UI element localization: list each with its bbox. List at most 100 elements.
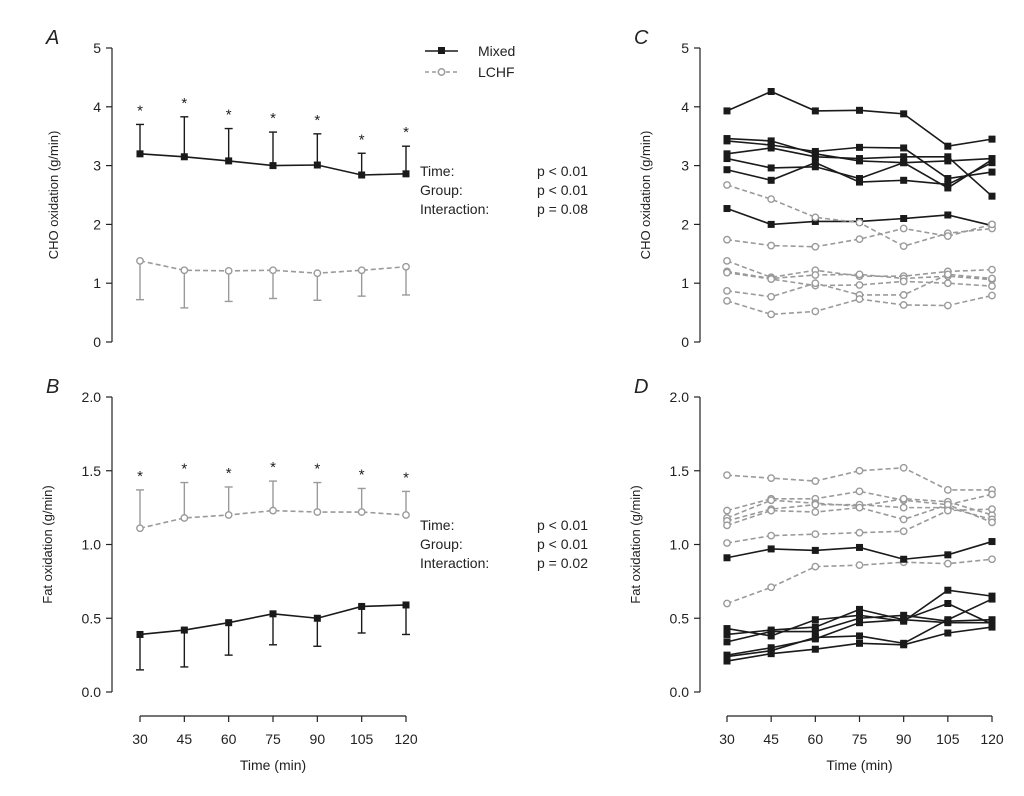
data-point-mixed — [767, 88, 775, 96]
data-point-mixed — [811, 633, 819, 641]
y-tick-label: 4 — [93, 99, 101, 115]
data-point-lchf — [943, 301, 952, 310]
data-point-lchf — [767, 506, 776, 515]
data-point-lchf — [855, 235, 864, 244]
data-point-lchf — [899, 494, 908, 503]
data-point-mixed — [856, 175, 863, 183]
data-point-mixed — [856, 619, 863, 627]
data-point-mixed — [900, 215, 908, 223]
stat-label: Group: — [420, 182, 463, 198]
data-point-mixed — [988, 619, 996, 627]
y-tick-label: 4 — [681, 99, 689, 115]
y-tick-label: 3 — [93, 158, 101, 174]
data-point-lchf — [899, 463, 908, 472]
data-point-lchf — [855, 503, 864, 512]
legend-lchf-marker — [437, 68, 446, 76]
data-point-lchf — [767, 292, 776, 301]
y-tick-label: 1.5 — [82, 463, 102, 479]
y-tick-label: 0.5 — [82, 610, 102, 626]
data-point-mixed — [900, 641, 908, 649]
data-point-mixed — [856, 106, 863, 114]
panel-letter-b: B — [46, 376, 59, 398]
data-point-mixed — [180, 153, 188, 161]
data-point-lchf — [402, 262, 410, 271]
data-point-lchf — [988, 265, 996, 274]
data-point-lchf — [899, 503, 908, 512]
x-tick-label: 105 — [350, 731, 374, 747]
data-point-lchf — [402, 511, 410, 519]
data-point-lchf — [723, 268, 731, 277]
y-tick-label: 3 — [681, 158, 689, 174]
data-point-mixed — [767, 632, 775, 640]
y-tick-label: 0.0 — [82, 684, 102, 700]
data-point-lchf — [811, 213, 820, 222]
data-point-lchf — [767, 474, 776, 483]
data-point-mixed — [944, 175, 952, 183]
data-point-lchf — [767, 531, 776, 540]
data-point-mixed — [944, 616, 952, 624]
data-point-mixed — [856, 178, 863, 186]
series-lchf — [723, 555, 996, 608]
y-tick-label: 0 — [93, 334, 101, 350]
significance-marker: * — [181, 95, 187, 112]
data-point-mixed — [944, 586, 952, 594]
series-lchf — [136, 256, 410, 309]
data-point-lchf — [943, 506, 952, 515]
data-point-mixed — [402, 170, 410, 178]
y-tick-label: 0 — [681, 334, 689, 350]
y-tick-label: 0.0 — [670, 684, 690, 700]
data-point-mixed — [900, 611, 908, 619]
data-point-lchf — [855, 270, 864, 279]
y-tick-label: 1.5 — [670, 463, 690, 479]
data-point-lchf — [723, 235, 731, 244]
y-axis-label: Fat oxidation (g/min) — [40, 485, 55, 604]
data-point-lchf — [899, 224, 908, 233]
data-point-mixed — [900, 110, 908, 118]
data-point-lchf — [767, 275, 776, 283]
significance-marker: * — [270, 110, 276, 127]
data-point-mixed — [358, 602, 366, 610]
stat-value: p < 0.01 — [537, 163, 588, 179]
data-point-lchf — [767, 195, 776, 204]
x-tick-label: 45 — [763, 731, 779, 747]
data-point-mixed — [856, 143, 863, 151]
x-tick-label: 30 — [719, 731, 735, 747]
data-point-lchf — [136, 524, 144, 533]
data-point-mixed — [723, 630, 731, 638]
legend-mixed-marker — [438, 47, 445, 54]
data-point-lchf — [723, 471, 731, 480]
data-point-lchf — [180, 514, 189, 522]
x-axis-label: Time (min) — [240, 757, 306, 773]
data-point-mixed — [856, 543, 863, 551]
data-point-mixed — [856, 614, 863, 622]
data-point-mixed — [723, 638, 731, 646]
data-point-lchf — [224, 266, 233, 275]
data-point-mixed — [900, 144, 908, 152]
data-point-mixed — [767, 176, 775, 184]
stat-value: p < 0.01 — [537, 517, 588, 533]
data-point-lchf — [811, 307, 820, 316]
significance-marker: * — [270, 459, 276, 476]
data-point-mixed — [723, 166, 731, 174]
y-tick-label: 1 — [93, 275, 101, 291]
y-tick-label: 1.0 — [670, 537, 690, 553]
data-point-mixed — [767, 220, 775, 228]
data-point-mixed — [402, 601, 410, 609]
panel-b-fat-group-means: B 0.0 0.5 1.0 1.5 2.0 Fat oxidation (g/min) 30 4… — [40, 376, 588, 773]
stat-label: Interaction: — [420, 555, 489, 571]
data-point-lchf — [988, 282, 996, 291]
significance-marker: * — [359, 466, 365, 483]
data-point-mixed — [944, 180, 952, 188]
data-point-mixed — [767, 144, 775, 152]
data-point-lchf — [811, 279, 820, 288]
y-tick-label: 2 — [93, 216, 101, 232]
data-point-lchf — [180, 266, 189, 275]
x-tick-label: 60 — [808, 731, 824, 747]
data-point-mixed — [811, 623, 819, 631]
data-point-mixed — [856, 605, 863, 613]
data-point-lchf — [899, 242, 908, 251]
data-point-lchf — [855, 466, 864, 475]
series-mixed — [723, 88, 996, 150]
data-point-lchf — [899, 291, 908, 299]
